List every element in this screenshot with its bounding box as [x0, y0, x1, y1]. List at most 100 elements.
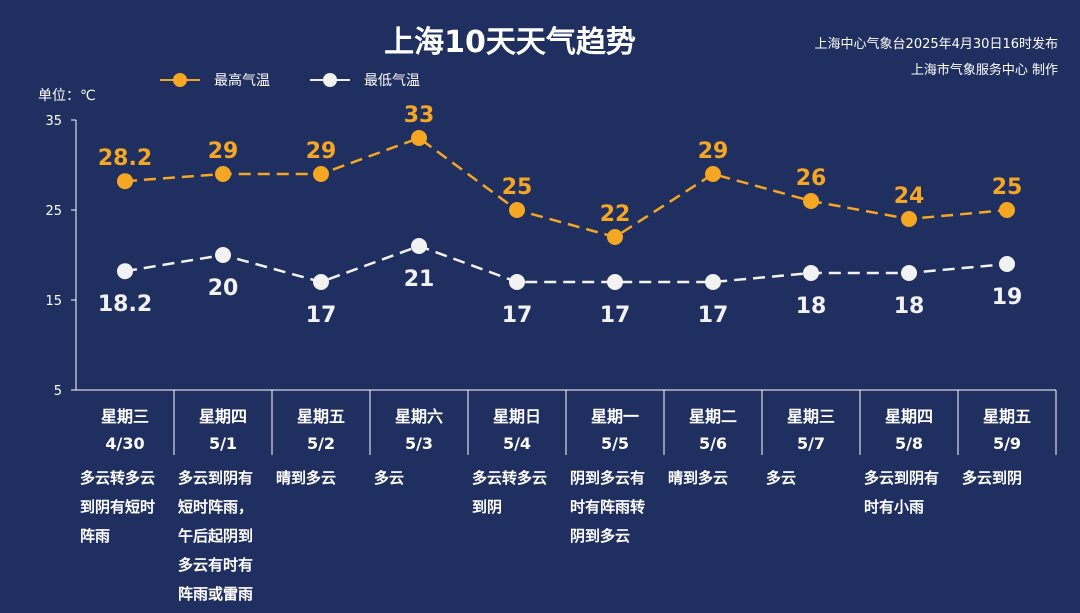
y-tick-label: 5	[54, 384, 62, 399]
high-temp-label: 29	[698, 139, 729, 164]
high-temp-point	[999, 202, 1015, 218]
series-lines	[124, 136, 1008, 284]
x-tick-label: 5/8	[895, 434, 923, 453]
low-temp-point	[509, 274, 525, 290]
low-temp-label: 18	[894, 294, 925, 319]
high-temp-point	[313, 166, 329, 182]
high-temp-label: 25	[992, 175, 1023, 200]
weather-text: 多云转多云	[472, 469, 547, 487]
weather-text: 阵雨	[80, 527, 110, 545]
weather-text: 晴到多云	[668, 469, 728, 487]
legend-low-marker	[323, 73, 337, 87]
legend-low-label: 最低气温	[364, 73, 420, 89]
low-temp-line	[124, 244, 1008, 284]
weather-text: 到阴	[472, 498, 502, 516]
axes: 5 15 25 35	[45, 114, 1056, 399]
low-temp-point	[901, 265, 917, 281]
weather-text: 到阴有短时	[80, 498, 155, 516]
series-points: 28.2 29 29 33 25 22 29 26 24 25 18.2 20 17 21 17 17 17 18…	[98, 103, 1022, 328]
high-temp-point	[705, 166, 721, 182]
weather-text: 阴到多云	[570, 527, 630, 545]
weather-text: 多云	[374, 469, 404, 487]
weekday-label: 星期五	[983, 407, 1031, 426]
y-tick-label: 15	[45, 294, 62, 309]
y-tick-label: 35	[45, 114, 62, 129]
high-temp-point	[411, 130, 427, 146]
high-temp-point	[117, 173, 133, 190]
y-tick-label: 25	[45, 204, 62, 219]
high-temp-point	[901, 211, 917, 227]
weather-text: 短时阵雨，	[178, 498, 253, 516]
low-temp-label: 17	[698, 303, 729, 328]
y-axis-unit: 单位：℃	[38, 88, 96, 104]
x-tick-label: 5/2	[307, 434, 335, 453]
low-temp-label: 17	[306, 303, 337, 328]
low-temp-point	[803, 265, 819, 281]
x-tick-label: 4/30	[105, 434, 144, 453]
weekday-label: 星期五	[297, 407, 345, 426]
high-temp-point	[215, 166, 231, 182]
x-tick-label: 5/6	[699, 434, 727, 453]
low-temp-point	[117, 263, 133, 280]
low-temp-point	[313, 274, 329, 290]
weather-text: 时有小雨	[864, 498, 924, 516]
weekday-label: 星期日	[493, 407, 541, 426]
low-temp-point	[999, 256, 1015, 272]
legend-high-marker	[173, 73, 187, 87]
high-temp-label: 26	[796, 166, 827, 191]
x-tick-label: 5/3	[405, 434, 433, 453]
weather-text: 多云到阴有	[864, 469, 939, 487]
high-temp-label: 28.2	[98, 146, 152, 171]
weekday-label: 星期六	[395, 407, 443, 426]
source-publisher: 上海中心气象台2025年4月30日16时发布	[815, 36, 1058, 52]
legend: 最高气温 最低气温	[160, 72, 420, 89]
low-temp-label: 17	[502, 303, 533, 328]
weekday-label: 星期三	[787, 407, 835, 426]
weather-text: 午后起阴到	[178, 527, 253, 545]
weather-text: 多云有时有	[178, 556, 253, 574]
weekday-label: 星期一	[591, 407, 639, 426]
source-producer: 上海市气象服务中心 制作	[911, 62, 1058, 78]
high-temp-point	[509, 202, 525, 218]
weather-text: 多云到阴有	[178, 469, 253, 487]
low-temp-label: 18	[796, 294, 827, 319]
high-temp-label: 25	[502, 175, 533, 200]
weather-text: 时有阵雨转	[570, 498, 645, 516]
high-temp-point	[803, 193, 819, 209]
weekday-label: 星期四	[199, 407, 247, 426]
low-temp-point	[411, 238, 427, 254]
weather-text: 阵雨或雷雨	[178, 585, 253, 603]
weekday-label: 星期三	[101, 407, 149, 426]
low-temp-point	[607, 274, 623, 290]
low-temp-label: 21	[404, 267, 435, 292]
high-temp-label: 24	[894, 184, 925, 209]
x-tick-label: 5/9	[993, 434, 1021, 453]
weather-text: 多云到阴	[962, 469, 1022, 487]
weather-text: 阴到多云有	[570, 469, 645, 487]
high-temp-label: 29	[208, 139, 239, 164]
high-temp-label: 29	[306, 139, 337, 164]
x-tick-label: 5/5	[601, 434, 629, 453]
low-temp-label: 20	[208, 276, 239, 301]
high-temp-point	[607, 229, 623, 245]
low-temp-label: 19	[992, 285, 1023, 310]
weekday-label: 星期四	[885, 407, 933, 426]
high-temp-label: 33	[404, 103, 435, 128]
x-tick-label: 5/1	[209, 434, 237, 453]
low-temp-point	[705, 274, 721, 290]
high-temp-line	[124, 136, 1008, 239]
weekday-label: 星期二	[689, 407, 737, 426]
chart-title: 上海10天天气趋势	[384, 25, 636, 60]
low-temp-label: 17	[600, 303, 631, 328]
weather-text: 晴到多云	[276, 469, 336, 487]
high-temp-label: 22	[600, 202, 631, 227]
x-tick-label: 5/4	[503, 434, 531, 453]
weather-text: 多云转多云	[80, 469, 155, 487]
x-tick-label: 5/7	[797, 434, 825, 453]
low-temp-point	[215, 247, 231, 263]
legend-high-label: 最高气温	[214, 72, 270, 89]
low-temp-label: 18.2	[98, 292, 152, 317]
